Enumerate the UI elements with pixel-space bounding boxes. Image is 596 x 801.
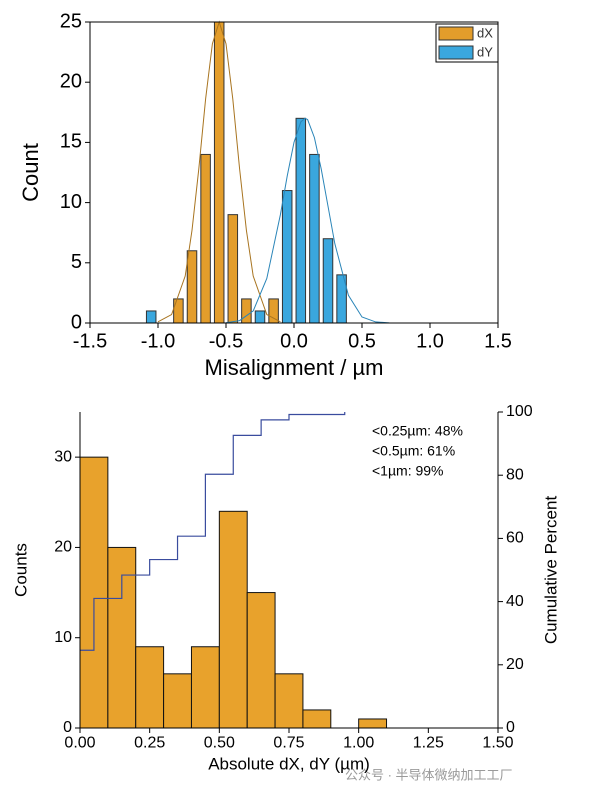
x-tick-label: 0.5 [348, 330, 376, 352]
bar [322, 238, 334, 324]
y-tick-label: 0 [63, 719, 72, 736]
x-tick-label: 1.50 [482, 734, 513, 751]
bar [295, 117, 307, 324]
bar [274, 673, 304, 729]
annotation: <0.25µm: 48% [372, 423, 463, 439]
x-tick-label: 1.25 [413, 734, 444, 751]
bar [135, 646, 165, 729]
y-tick-label: 10 [54, 629, 72, 646]
bar [79, 456, 109, 729]
legend-swatch [438, 26, 474, 41]
legend-label: dY [477, 44, 493, 59]
y2-tick-label: 20 [506, 656, 524, 673]
watermark: 公众号 · 半导体微纳加工工厂 [345, 767, 513, 782]
x-tick-label: -1.0 [141, 330, 175, 352]
x-tick-label: -1.5 [73, 330, 107, 352]
x-tick-label: 0.50 [204, 734, 235, 751]
x-tick-label: 1.0 [416, 330, 444, 352]
x-tick-label: 0.75 [273, 734, 304, 751]
y-tick-label: 10 [60, 191, 82, 213]
x-tick-label: 0.0 [280, 330, 308, 352]
bar [190, 646, 220, 729]
legend-swatch [438, 45, 474, 60]
x-tick-label: 0.25 [134, 734, 165, 751]
bar [281, 190, 293, 324]
legend-label: dX [477, 25, 493, 40]
annotation: <0.5µm: 61% [372, 443, 455, 459]
bar [241, 298, 252, 324]
bar [163, 673, 192, 729]
y2-tick-label: 40 [506, 593, 524, 610]
plot-frame [89, 21, 499, 324]
y-tick-label: 5 [71, 251, 82, 273]
bar [246, 592, 276, 729]
y2-axis-label: Cumulative Percent [541, 496, 560, 645]
y-tick-label: 20 [54, 539, 72, 556]
x-tick-label: 1.5 [484, 330, 512, 352]
bar [254, 310, 266, 324]
annotation: <1µm: 99% [372, 463, 444, 479]
x-axis-label: Absolute dX, dY (µm) [208, 754, 370, 773]
y-tick-label: 15 [60, 131, 82, 153]
y-tick-label: 30 [54, 448, 72, 465]
bar [186, 250, 198, 324]
bar [358, 718, 388, 729]
x-axis-label: Misalignment / µm [205, 355, 384, 380]
bar [227, 214, 239, 324]
y-axis-label: Counts [11, 543, 30, 597]
bar [218, 510, 248, 729]
cumulative-line [80, 412, 346, 651]
fit-curve [225, 117, 390, 324]
y2-tick-label: 80 [506, 466, 524, 483]
x-tick-label: 0.00 [64, 734, 95, 751]
y-tick-label: 0 [71, 311, 82, 333]
bar [213, 21, 225, 324]
y2-tick-label: 60 [506, 530, 524, 547]
bar [309, 153, 320, 324]
bar [200, 153, 211, 324]
y-tick-label: 20 [60, 70, 82, 92]
bar [145, 310, 157, 324]
y2-tick-label: 100 [506, 403, 533, 420]
y-tick-label: 25 [60, 10, 82, 32]
x-tick-label: 1.00 [343, 734, 374, 751]
bar [173, 298, 184, 324]
x-tick-label: -0.5 [209, 330, 243, 352]
y-axis-label: Count [18, 143, 43, 202]
y2-tick-label: 0 [506, 719, 515, 736]
bar [302, 709, 332, 729]
